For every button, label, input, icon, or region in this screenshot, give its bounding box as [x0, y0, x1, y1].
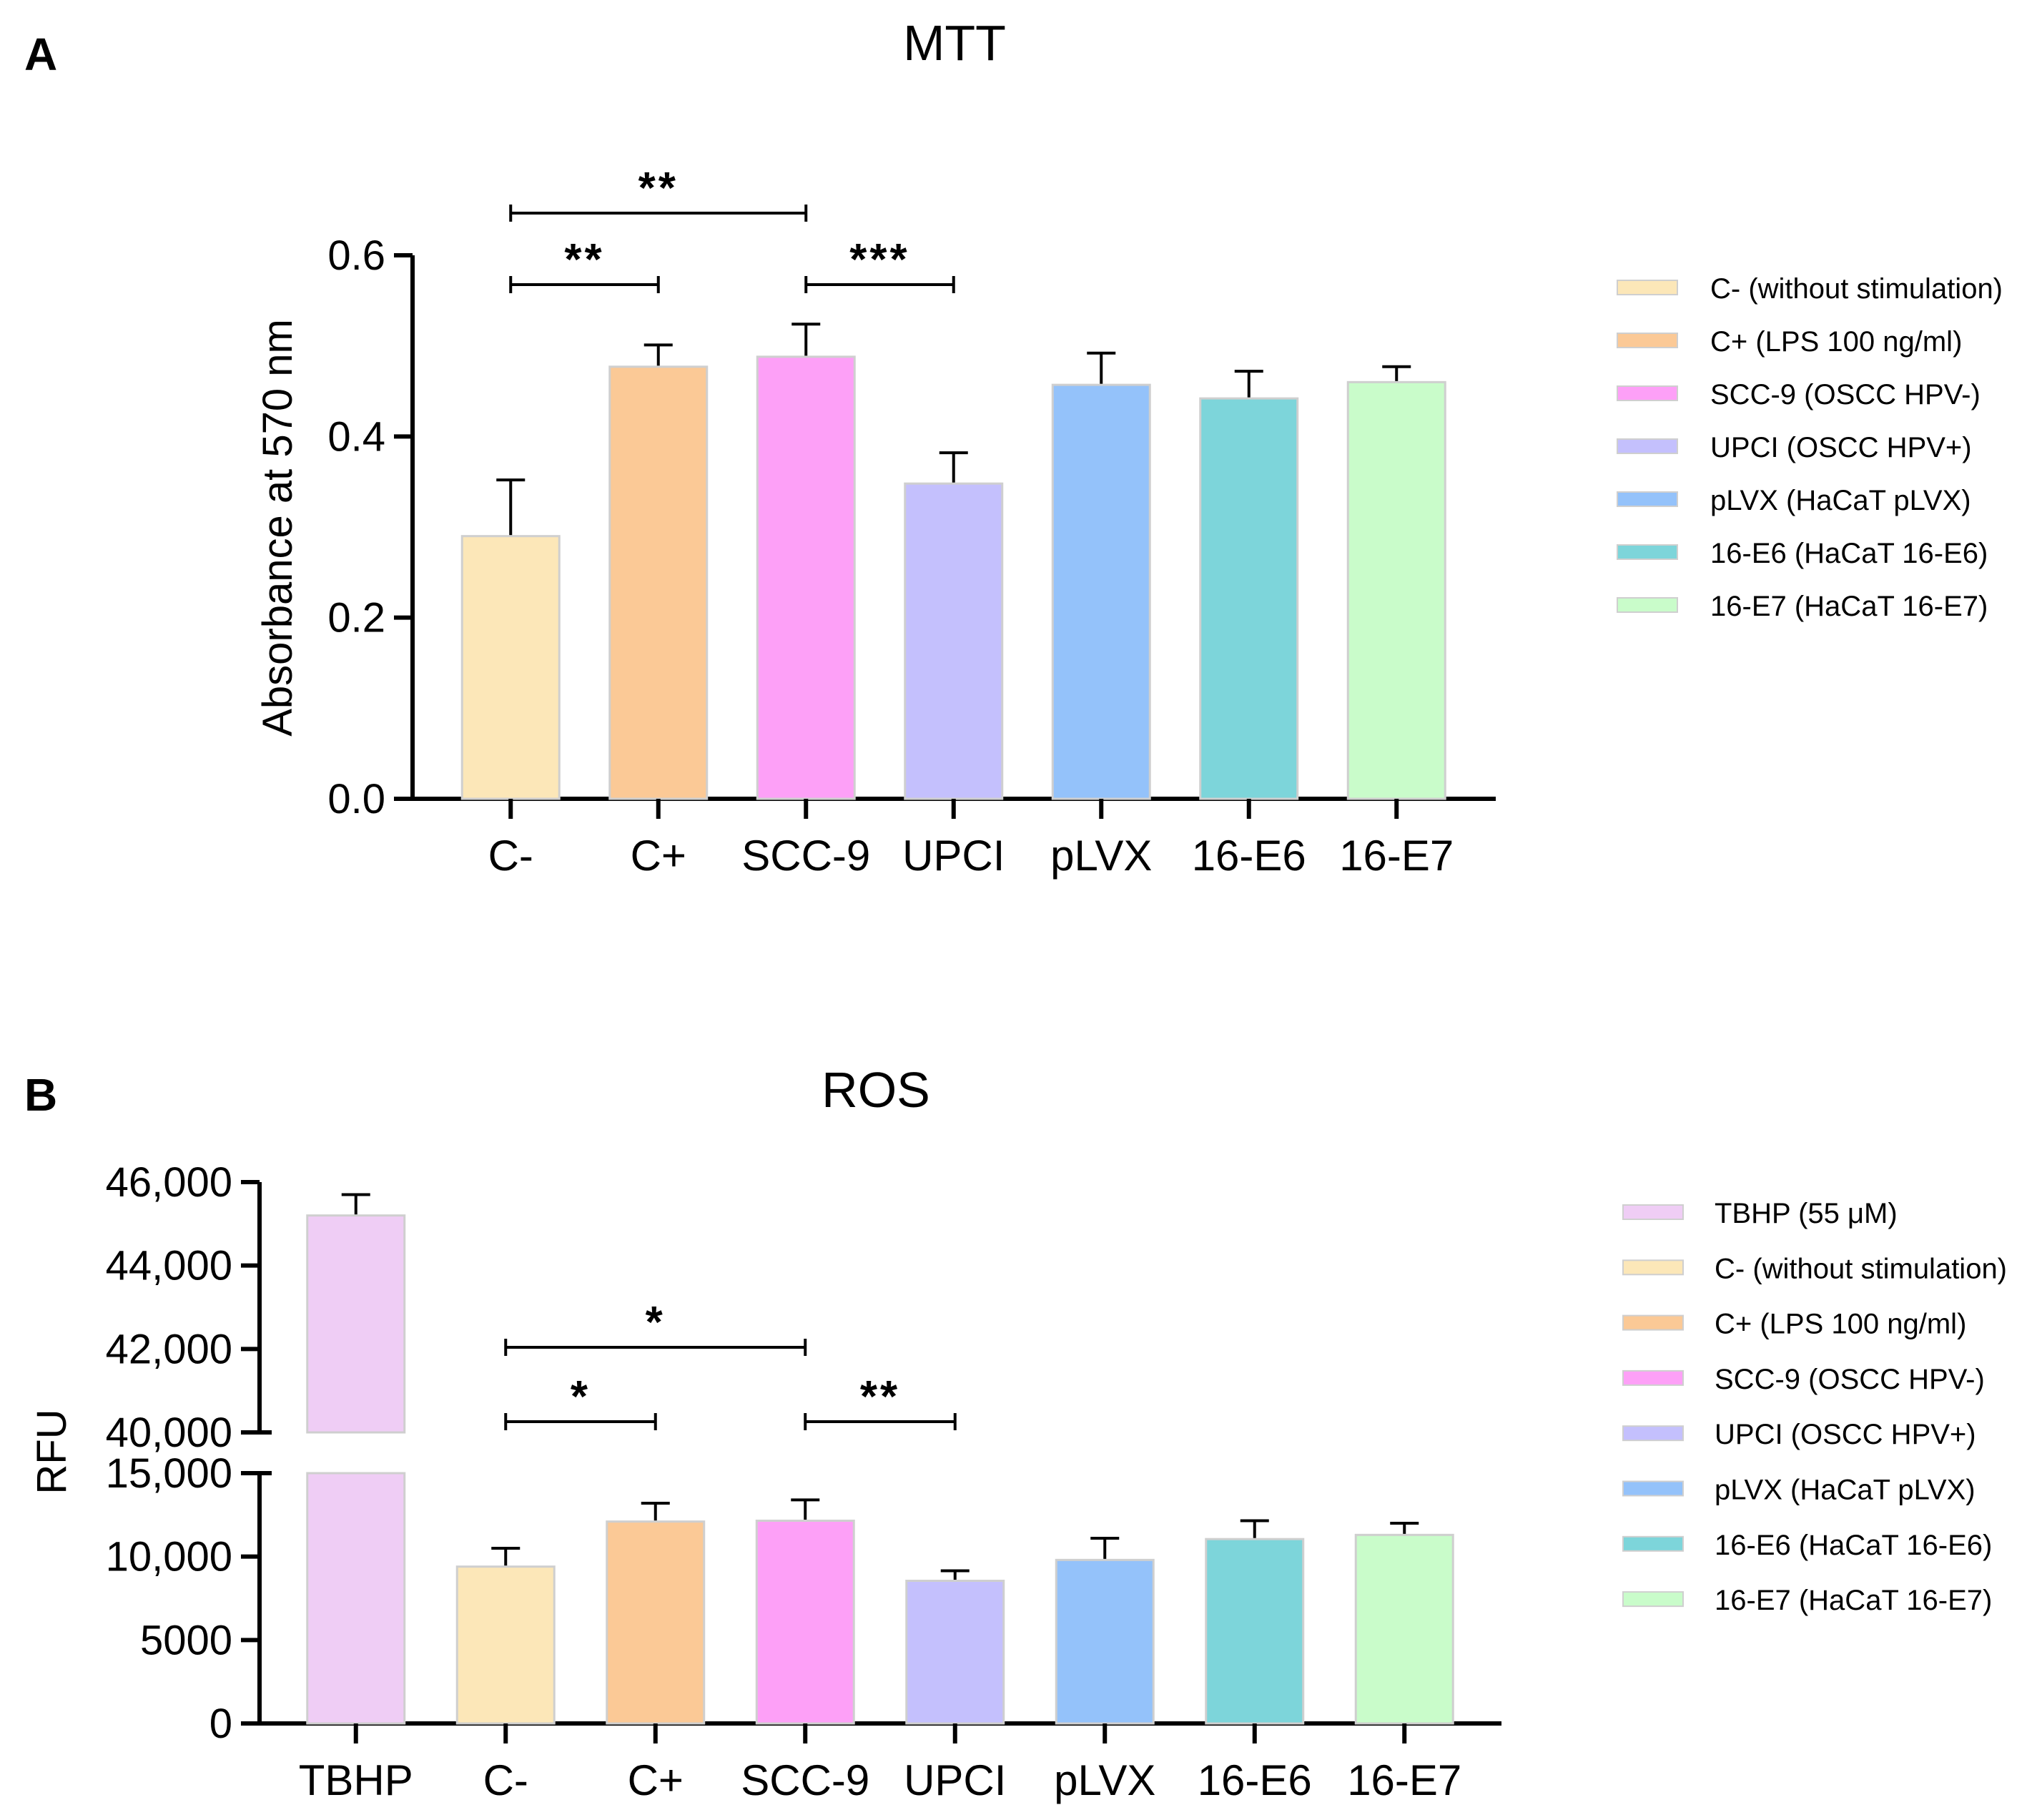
panel-b-y-tick-label: 5000	[140, 1617, 232, 1663]
panel-b-x-tick-label: SCC-9	[741, 1756, 869, 1804]
panel-a-legend-label: SCC-9 (OSCC HPV-)	[1710, 379, 1981, 410]
panel-a-y-tick-label: 0.6	[327, 232, 385, 279]
panel-b-x-tick-label: 16-E6	[1198, 1756, 1312, 1804]
panel-a-bar-upci	[904, 482, 1004, 800]
panel-b-x-tick-label: TBHP	[299, 1756, 413, 1804]
panel-b-y-tick-label: 44,000	[106, 1243, 232, 1289]
panel-b-legend-swatch-c	[1622, 1259, 1684, 1276]
panel-b-legend-label: 16-E6 (HaCaT 16-E6)	[1715, 1530, 1992, 1561]
panel-b-x-tick-label: 16-E7	[1347, 1756, 1461, 1804]
panel-b-y-tick-label: 10,000	[106, 1534, 232, 1580]
panel-b-x-tick-label: C+	[628, 1756, 684, 1804]
panel-a-legend-swatch-c	[1617, 280, 1678, 295]
panel-b-legend-label: C+ (LPS 100 ng/ml)	[1715, 1309, 1966, 1340]
panel-b-legend-label: pLVX (HaCaT pLVX)	[1715, 1475, 1976, 1506]
panel-b-legend-swatch-plvx	[1622, 1480, 1684, 1497]
panel-a-legend-label: C+ (LPS 100 ng/ml)	[1710, 326, 1962, 358]
panel-b-y-tick-label: 42,000	[106, 1326, 232, 1372]
panel-b-significance-label: **	[860, 1372, 900, 1422]
panel-b-y-tick-label: 40,000	[106, 1410, 232, 1456]
panel-a-legend-swatch-scc-9	[1617, 385, 1678, 401]
panel-b-bar-lower-tbhp	[306, 1472, 406, 1725]
panel-b-bar-16-e7	[1354, 1533, 1454, 1725]
panel-a-bar-c	[460, 535, 561, 800]
panel-a-legend-swatch-16-e7	[1617, 597, 1678, 613]
panel-a-x-tick-label: pLVX	[1050, 832, 1152, 880]
panel-a-y-tick-label: 0.2	[327, 595, 385, 641]
panel-b-legend-swatch-scc-9	[1622, 1369, 1684, 1386]
panel-a-legend-label: pLVX (HaCaT pLVX)	[1710, 485, 1971, 516]
panel-a-y-tick-label: 0.0	[327, 776, 385, 822]
panel-b-significance-label: *	[646, 1298, 666, 1347]
panel-b-y-axis-title: RFU	[29, 1409, 75, 1494]
panel-b-legend-label: SCC-9 (OSCC HPV-)	[1715, 1364, 1985, 1395]
panel-b-bar-upci	[905, 1580, 1005, 1725]
panel-a-bar-c	[608, 365, 709, 800]
panel-b-y-tick-label: 0	[209, 1701, 232, 1747]
panel-b-legend-label: TBHP (55 μM)	[1715, 1198, 1898, 1229]
panel-a-title: MTT	[903, 15, 1006, 71]
panel-a-significance-label: **	[638, 164, 679, 213]
panel-a-bar-16-e7	[1346, 380, 1446, 800]
panel-b-bar-c	[606, 1520, 706, 1725]
panel-a-legend-swatch-upci	[1617, 438, 1678, 454]
panel-a: A MTT Absorbance at 570 nm 0.00.20.40.6 …	[24, 15, 2003, 880]
panel-a-bar-16-e6	[1199, 397, 1299, 800]
panel-a-legend-label: UPCI (OSCC HPV+)	[1710, 432, 1972, 463]
panel-a-legend-label: C- (without stimulation)	[1710, 273, 2003, 305]
panel-b-title: ROS	[822, 1062, 930, 1118]
panel-a-legend-label: 16-E7 (HaCaT 16-E7)	[1710, 591, 1988, 622]
panel-b-legend-label: UPCI (OSCC HPV+)	[1715, 1419, 1976, 1450]
panel-b-legend-swatch-16-e6	[1622, 1535, 1684, 1552]
panel-a-x-tick-label: 16-E6	[1192, 832, 1306, 880]
panel-b-x-tick-label: C-	[483, 1756, 528, 1804]
panel-a-bar-scc-9	[756, 355, 856, 800]
panel-a-significance-label: ***	[849, 235, 909, 285]
panel-a-label: A	[24, 29, 57, 80]
panel-a-y-tick-label: 0.4	[327, 413, 385, 460]
panel-b-bar-16-e6	[1205, 1538, 1305, 1725]
panel-b-legend-swatch-tbhp	[1622, 1204, 1684, 1220]
panel-a-significance-label: **	[564, 235, 604, 285]
panel-b-legend-swatch-upci	[1622, 1425, 1684, 1442]
panel-a-y-axis-title: Absorbance at 570 nm	[255, 319, 301, 737]
panel-b-bar-scc-9	[755, 1520, 855, 1725]
panel-b-bar-c	[455, 1565, 556, 1725]
panel-b-label: B	[24, 1069, 57, 1121]
panel-a-legend-swatch-plvx	[1617, 491, 1678, 507]
panel-b-y-tick-label: 15,000	[106, 1450, 232, 1497]
panel-b-legend-label: C- (without stimulation)	[1715, 1253, 2007, 1284]
panel-b-bar-upper-tbhp	[306, 1214, 406, 1434]
panel-a-x-tick-label: UPCI	[902, 832, 1005, 880]
panel-a-x-tick-label: C+	[631, 832, 686, 880]
panel-b-bar-plvx	[1055, 1558, 1155, 1725]
panel-b-x-tick-label: pLVX	[1054, 1756, 1155, 1804]
panel-b-x-tick-label: UPCI	[904, 1756, 1006, 1804]
panel-a-legend-swatch-16-e6	[1617, 544, 1678, 560]
panel-a-x-tick-label: C-	[488, 832, 533, 880]
panel-b-legend-swatch-c	[1622, 1314, 1684, 1331]
panel-a-legend-label: 16-E6 (HaCaT 16-E6)	[1710, 538, 1988, 569]
panel-a-x-tick-label: SCC-9	[741, 832, 870, 880]
panel-a-bar-plvx	[1051, 383, 1151, 800]
panel-b-legend-label: 16-E7 (HaCaT 16-E7)	[1715, 1585, 1992, 1616]
panel-b-y-tick-label: 46,000	[106, 1159, 232, 1206]
panel-a-legend-swatch-c	[1617, 333, 1678, 348]
panel-a-x-tick-label: 16-E7	[1339, 832, 1454, 880]
panel-b-legend-swatch-16-e7	[1622, 1591, 1684, 1608]
panel-b-significance-label: *	[571, 1372, 591, 1422]
